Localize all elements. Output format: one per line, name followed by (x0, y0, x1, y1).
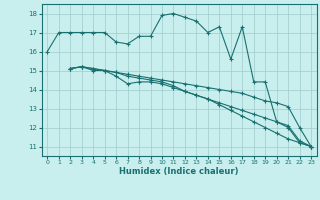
X-axis label: Humidex (Indice chaleur): Humidex (Indice chaleur) (119, 167, 239, 176)
